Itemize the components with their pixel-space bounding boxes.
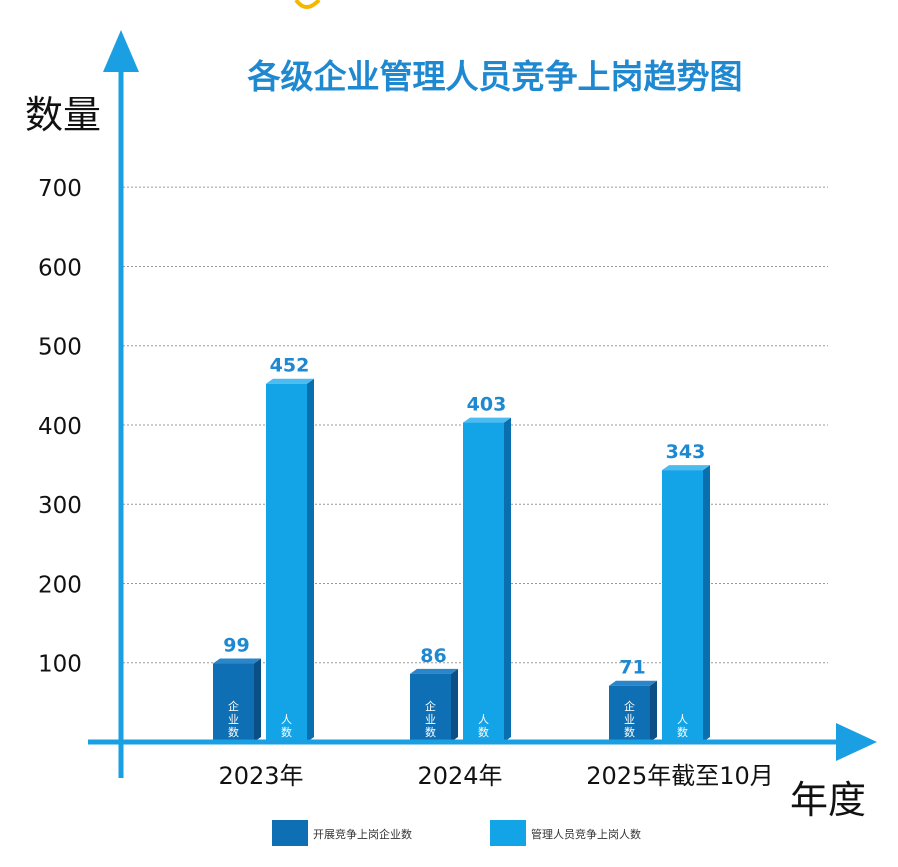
- bar-value-label: 86: [420, 645, 446, 667]
- chart-title: 各级企业管理人员竞争上岗趋势图: [247, 57, 743, 96]
- bar-value-label: 99: [223, 635, 249, 657]
- x-axis-arrow: [836, 723, 877, 761]
- y-tick-label: 100: [38, 652, 82, 678]
- bar-value-label: 71: [619, 657, 645, 679]
- bar-inner-label: 企业数: [425, 699, 436, 739]
- bar-inner-label: 人数: [677, 713, 688, 739]
- bar-value-label: 452: [270, 355, 310, 377]
- logo-fragment: [294, 0, 321, 9]
- bar-enterprises: [410, 673, 451, 742]
- legend-swatch-people: [490, 820, 526, 846]
- y-tick-label: 200: [38, 572, 82, 598]
- bar-value-label: 403: [467, 394, 507, 416]
- y-axis-arrow: [103, 30, 139, 72]
- bar-people: [463, 422, 504, 742]
- y-tick-label: 700: [38, 176, 82, 202]
- legend-label-people: 管理人员竞争上岗人数: [531, 827, 641, 841]
- x-tick-label: 2025年截至10月: [586, 762, 774, 790]
- bar-side: [254, 658, 261, 742]
- bar-side: [451, 668, 458, 742]
- bar-inner-label: 人数: [281, 713, 292, 739]
- bar-top: [213, 658, 261, 664]
- y-tick-label: 400: [38, 414, 82, 440]
- bar-top: [463, 417, 511, 423]
- x-axis-label: 年度: [790, 778, 866, 822]
- bar-top: [410, 668, 458, 674]
- legend-swatch-enterprises: [272, 820, 308, 846]
- bar-top: [662, 465, 710, 471]
- y-tick-label: 300: [38, 493, 82, 519]
- x-tick-label: 2024年: [417, 762, 502, 790]
- bar-inner-label: 企业数: [624, 699, 635, 739]
- y-axis-label: 数量: [25, 93, 101, 137]
- bar-people: [266, 383, 307, 742]
- x-tick-label: 2023年: [218, 762, 303, 790]
- bar-people: [662, 470, 703, 742]
- legend: 开展竞争上岗企业数 管理人员竞争上岗人数: [272, 820, 641, 846]
- bar-side: [703, 465, 710, 742]
- bar-enterprises: [609, 685, 650, 742]
- bar-inner-label: 企业数: [228, 699, 239, 739]
- x-tick-labels: 2023年 2024年 2025年截至10月: [218, 762, 773, 790]
- y-tick-label: 600: [38, 255, 82, 281]
- bar-enterprises: [213, 663, 254, 742]
- bar-side: [307, 378, 314, 742]
- bar-side: [650, 680, 657, 742]
- bar-inner-label: 人数: [478, 713, 489, 739]
- bar-side: [504, 417, 511, 742]
- bar-top: [609, 680, 657, 686]
- bar-top: [266, 378, 314, 384]
- bars: 99 企业数 452 人数 86 企业数 403 人数 71 企业数 343 人数: [213, 355, 710, 742]
- legend-label-enterprises: 开展竞争上岗企业数: [313, 827, 412, 841]
- bar-value-label: 343: [666, 441, 706, 463]
- y-tick-label: 500: [38, 335, 82, 361]
- y-tick-labels: 100 200 300 400 500 600 700: [38, 176, 82, 678]
